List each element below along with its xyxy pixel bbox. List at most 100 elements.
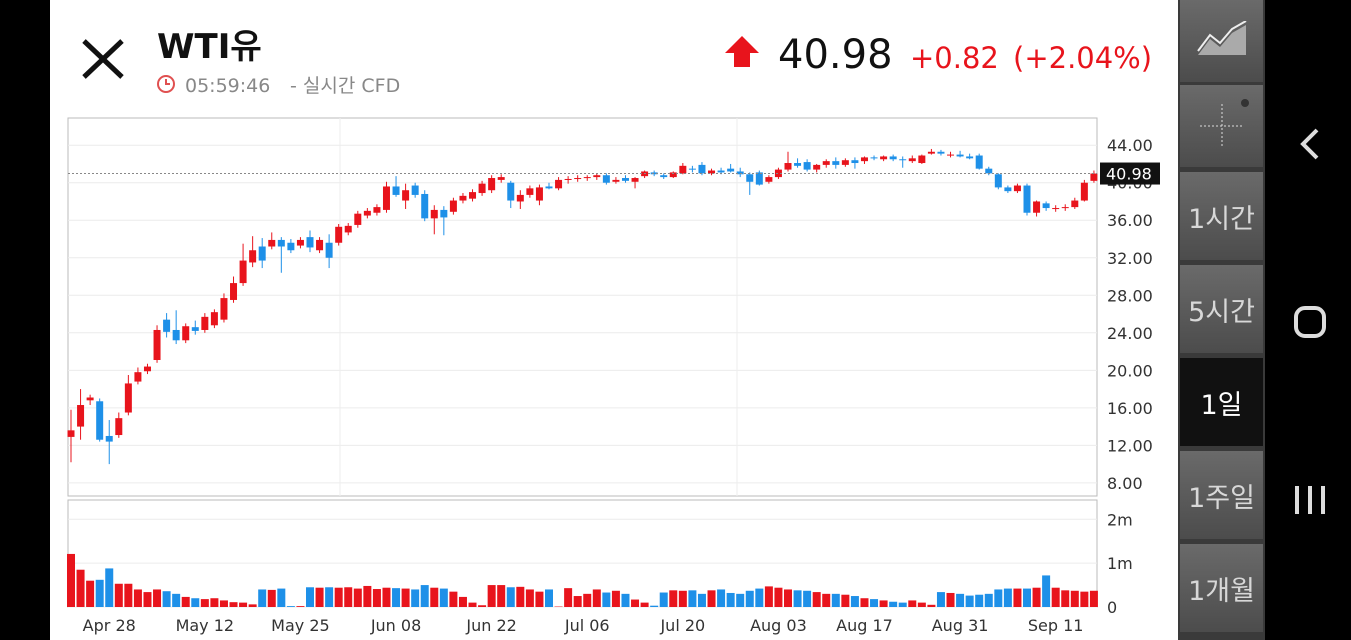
volume-bar <box>277 588 286 607</box>
volume-bar <box>296 606 305 607</box>
volume-bar <box>114 583 123 607</box>
volume-bar <box>458 596 467 607</box>
back-button[interactable] <box>1300 128 1319 160</box>
clock-icon <box>157 75 175 93</box>
close-button[interactable] <box>82 39 124 79</box>
volume-bar <box>1089 590 1098 607</box>
time: 05:59:46 <box>185 75 270 97</box>
volume-bar <box>181 596 190 607</box>
up-arrow <box>725 36 759 67</box>
volume-bar <box>105 568 114 607</box>
candle-body <box>966 156 974 159</box>
candle-body <box>870 157 878 159</box>
candle-body <box>937 151 945 154</box>
candle-body <box>755 172 763 185</box>
candle-body <box>688 168 696 170</box>
x-tick-label: Jul 06 <box>564 616 610 635</box>
subtitle: - 실시간 CFD <box>290 75 400 97</box>
y-tick-label: 36.00 <box>1107 211 1153 230</box>
volume-bar <box>879 600 888 607</box>
x-tick-label: Jun 22 <box>465 616 516 635</box>
candle-body <box>220 298 228 320</box>
volume-bar <box>602 592 611 607</box>
volume-bar <box>583 593 592 607</box>
candle-body <box>593 175 601 178</box>
candle-body <box>440 209 448 218</box>
crosshair-button[interactable] <box>1180 85 1263 167</box>
volume-bar <box>325 587 334 607</box>
volume-bar <box>430 587 439 607</box>
candle-body <box>488 178 496 191</box>
volume-bar <box>793 590 802 607</box>
volume-bar <box>688 590 697 607</box>
sidebar: 1시간 5시간 1일 1주일 1개월 <box>1178 0 1265 640</box>
candle-body <box>1061 207 1069 209</box>
volume-bar <box>965 595 974 607</box>
volume-bar <box>850 596 859 607</box>
candle-body <box>258 246 266 261</box>
volume-bar <box>411 589 420 607</box>
volume-bar <box>898 602 907 607</box>
volume-bar <box>506 587 515 607</box>
volume-bar <box>286 606 295 607</box>
interval-button[interactable]: 1개월 <box>1180 544 1263 632</box>
candle-body <box>526 188 534 195</box>
volume-bar <box>669 590 678 607</box>
candle-body <box>555 179 563 189</box>
candle-body <box>1013 185 1021 192</box>
volume-bar <box>889 601 898 607</box>
candle-body <box>430 209 438 219</box>
candle-body <box>392 186 400 195</box>
change: +0.82 <box>910 41 999 75</box>
volume-bar <box>200 599 209 607</box>
volume-bar <box>382 587 391 607</box>
volume-bar <box>525 589 534 607</box>
volume-bar <box>678 590 687 607</box>
candle-body <box>296 239 304 246</box>
candle-body <box>363 210 371 216</box>
recents-button[interactable] <box>1295 486 1325 514</box>
volume-bar <box>745 590 754 607</box>
chart-type-button[interactable] <box>1180 0 1263 82</box>
candle-body <box>822 161 830 165</box>
candle-body <box>746 174 754 182</box>
volume-bar <box>697 593 706 607</box>
candle-body <box>545 186 553 189</box>
volume-bar <box>803 590 812 607</box>
price: 40.98 <box>778 32 893 78</box>
candle-body <box>1004 187 1012 192</box>
candle-body <box>86 397 94 401</box>
interval-button[interactable]: 5시간 <box>1180 265 1263 353</box>
volume-bar <box>86 580 95 607</box>
volume-bar <box>784 589 792 607</box>
home-button[interactable] <box>1294 306 1326 338</box>
current-price-label: 40.98 <box>1106 165 1152 184</box>
interval-button[interactable]: 1시간 <box>1180 172 1263 260</box>
candle-body <box>402 190 410 201</box>
volume-bar <box>267 589 276 607</box>
interval-button[interactable]: 1주일 <box>1180 451 1263 539</box>
candle-body <box>832 161 840 165</box>
y-tick-label: 28.00 <box>1107 286 1153 305</box>
volume-bar <box>936 592 945 607</box>
volume-bar <box>219 600 228 607</box>
volume-bar <box>564 588 573 607</box>
interval-button[interactable]: 1일 <box>1180 358 1263 446</box>
volume-bar <box>545 589 553 607</box>
candle-body <box>736 171 744 175</box>
volume-bar <box>439 588 448 607</box>
x-tick-label: Jun 08 <box>370 616 421 635</box>
volume-bar <box>908 600 917 607</box>
candle-body <box>708 170 716 174</box>
x-tick-label: May 25 <box>271 616 330 635</box>
volume-bar <box>1013 588 1022 607</box>
volume-bar <box>95 579 104 607</box>
volume-bar <box>870 599 879 607</box>
candle-body <box>373 207 381 213</box>
volume-bar <box>258 589 267 607</box>
volume-bar <box>1003 588 1012 607</box>
volume-frame <box>67 499 1098 608</box>
candle-body <box>918 155 926 164</box>
y-tick-label: 8.00 <box>1107 474 1143 493</box>
candle-body <box>210 312 218 326</box>
